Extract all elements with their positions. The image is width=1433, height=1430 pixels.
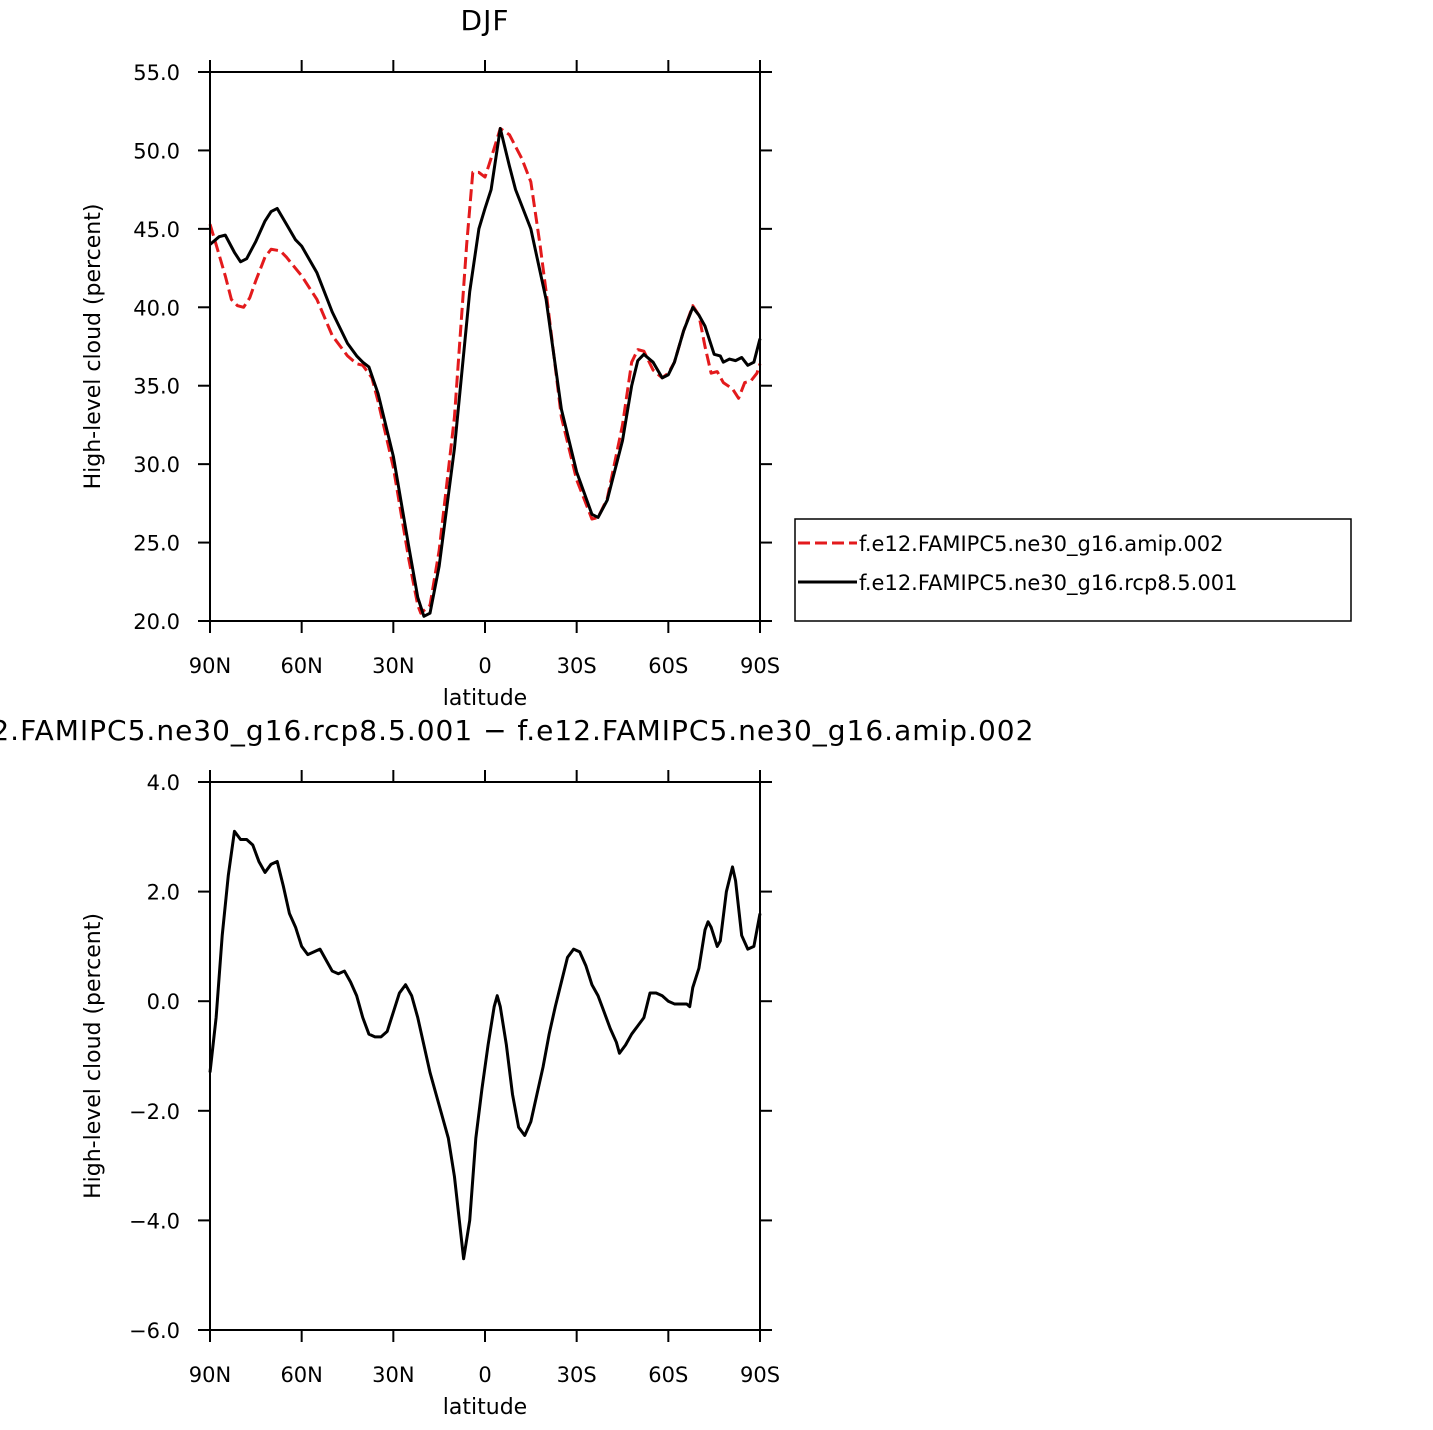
y-tick-label: 2.0 [147, 881, 180, 905]
y-tick-label: 20.0 [133, 610, 180, 634]
y-tick-label: 30.0 [133, 453, 180, 477]
x-tick-label: 60N [280, 1363, 322, 1387]
x-tick-label: 90N [189, 1363, 231, 1387]
y-tick-label: 25.0 [133, 532, 180, 556]
x-tick-label: 30S [557, 654, 597, 678]
data-line [209, 126, 762, 618]
x-tick-label: 0 [478, 654, 491, 678]
x-tick-label: 60N [280, 654, 322, 678]
y-tick-label: −6.0 [129, 1319, 180, 1343]
plot-frame [209, 781, 761, 1331]
chart-title: DJF [461, 4, 510, 37]
plot-frame [209, 71, 761, 622]
y-tick-label: −2.0 [129, 1100, 180, 1124]
x-tick-label: 30N [372, 1363, 414, 1387]
data-line [208, 829, 762, 1261]
y-tick-label: 40.0 [133, 296, 180, 320]
y-tick-label: 55.0 [133, 61, 180, 85]
x-axis-label: latitude [443, 1395, 527, 1420]
x-tick-label: 90S [740, 1363, 780, 1387]
y-tick-label: −4.0 [129, 1209, 180, 1233]
x-axis-label: latitude [443, 686, 527, 711]
chart-title: f.e12.FAMIPC5.ne30_g16.rcp8.5.001 − f.e1… [0, 714, 1034, 747]
y-tick-label: 50.0 [133, 139, 180, 163]
legend-label: f.e12.FAMIPC5.ne30_g16.rcp8.5.001 [859, 571, 1237, 596]
x-tick-label: 60S [648, 1363, 688, 1387]
x-tick-label: 60S [648, 654, 688, 678]
data-line [208, 126, 762, 615]
y-tick-label: 0.0 [147, 990, 180, 1014]
x-tick-label: 30S [557, 1363, 597, 1387]
x-tick-label: 90S [740, 654, 780, 678]
legend-label: f.e12.FAMIPC5.ne30_g16.amip.002 [859, 532, 1223, 557]
x-tick-label: 90N [189, 654, 231, 678]
y-tick-label: 35.0 [133, 375, 180, 399]
y-tick-label: 4.0 [147, 771, 180, 795]
x-tick-label: 0 [478, 1363, 491, 1387]
legend-box [794, 518, 1352, 622]
y-axis-label: High-level cloud (percent) [81, 204, 106, 490]
y-axis-label: High-level cloud (percent) [81, 913, 106, 1199]
x-tick-label: 30N [372, 654, 414, 678]
y-tick-label: 45.0 [133, 218, 180, 242]
